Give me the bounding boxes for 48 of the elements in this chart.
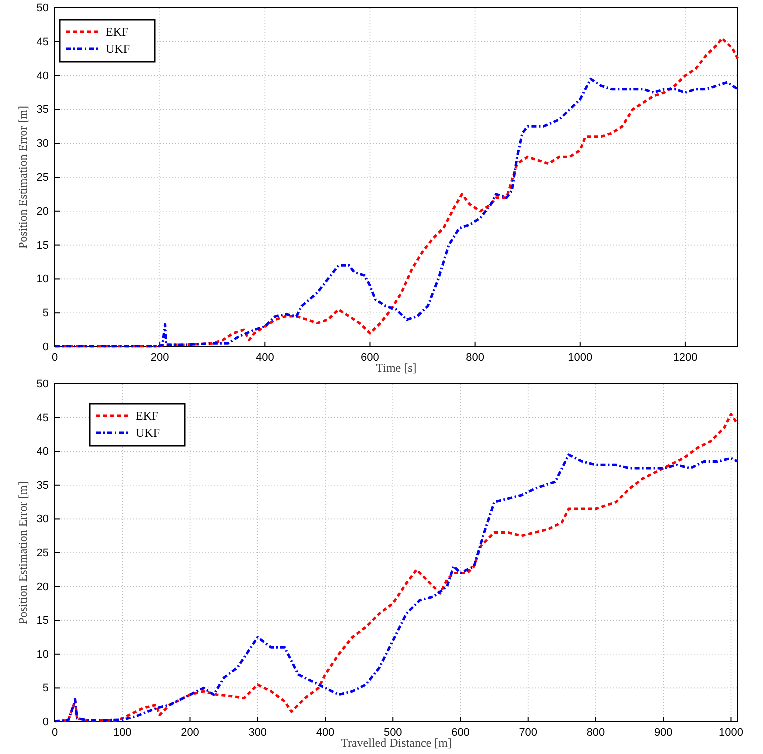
x-tick-label: 200 bbox=[181, 726, 200, 739]
x-tick-label: 900 bbox=[654, 726, 673, 739]
legend-label: EKF bbox=[136, 409, 159, 423]
x-tick-label: 700 bbox=[519, 726, 538, 739]
y-tick-label: 50 bbox=[36, 378, 49, 391]
x-axis-title: Travelled Distance [m] bbox=[341, 736, 452, 750]
y-tick-label: 40 bbox=[36, 446, 49, 458]
x-tick-label: 800 bbox=[466, 352, 484, 364]
x-tick-label: 600 bbox=[361, 352, 380, 364]
x-tick-label: 800 bbox=[586, 726, 606, 739]
x-tick-label: 400 bbox=[316, 726, 335, 739]
y-tick-label: 25 bbox=[36, 548, 49, 560]
x-tick-label: 400 bbox=[256, 352, 274, 364]
x-tick-label: 0 bbox=[52, 726, 58, 739]
x-tick-label: 500 bbox=[384, 726, 402, 739]
x-tick-label: 100 bbox=[113, 726, 132, 739]
x-tick-label: 1200 bbox=[673, 352, 698, 364]
y-tick-label: 30 bbox=[36, 514, 49, 526]
y-tick-label: 5 bbox=[42, 308, 49, 320]
legend-label: UKF bbox=[106, 42, 130, 56]
x-tick-label: 300 bbox=[248, 726, 268, 739]
y-tick-label: 30 bbox=[36, 138, 49, 150]
y-tick-label: 0 bbox=[42, 342, 49, 354]
y-tick-label: 35 bbox=[36, 480, 49, 492]
legend-label: UKF bbox=[136, 426, 160, 440]
x-tick-label: 200 bbox=[150, 352, 170, 364]
y-tick-label: 0 bbox=[42, 716, 49, 729]
x-tick-label: 0 bbox=[52, 352, 58, 364]
y-tick-label: 20 bbox=[36, 581, 49, 594]
y-tick-label: 40 bbox=[36, 70, 49, 82]
y-tick-label: 10 bbox=[36, 274, 49, 286]
y-axis-title: Position Estimation Error [m] bbox=[16, 482, 30, 624]
y-tick-label: 25 bbox=[36, 172, 49, 184]
x-tick-label: 1000 bbox=[568, 352, 593, 364]
y-tick-label: 45 bbox=[36, 36, 49, 48]
legend-label: EKF bbox=[106, 25, 129, 39]
y-tick-label: 45 bbox=[36, 412, 49, 424]
y-tick-label: 50 bbox=[36, 2, 49, 15]
y-tick-label: 15 bbox=[36, 615, 49, 628]
x-tick-label: 1000 bbox=[718, 726, 744, 739]
y-tick-label: 35 bbox=[36, 104, 49, 116]
y-tick-label: 10 bbox=[36, 648, 49, 661]
y-axis-title: Position Estimation Error [m] bbox=[16, 106, 30, 249]
x-axis-title: Time [s] bbox=[376, 361, 417, 375]
y-tick-label: 15 bbox=[36, 240, 49, 252]
x-tick-label: 600 bbox=[452, 726, 470, 739]
y-tick-label: 5 bbox=[42, 682, 49, 695]
y-tick-label: 20 bbox=[36, 206, 49, 218]
